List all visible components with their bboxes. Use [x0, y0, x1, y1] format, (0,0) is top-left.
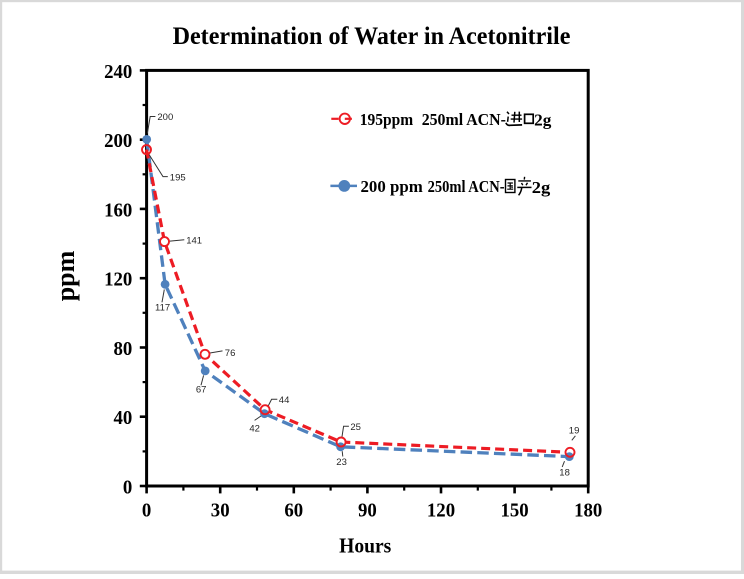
svg-text:2g: 2g: [534, 111, 552, 130]
svg-text:Hours: Hours: [339, 534, 391, 558]
svg-text:19: 19: [569, 426, 580, 437]
svg-text:117: 117: [155, 302, 170, 313]
svg-text:0: 0: [142, 500, 151, 522]
svg-text:25: 25: [350, 422, 361, 433]
svg-text:18: 18: [559, 467, 570, 478]
svg-text:240: 240: [104, 61, 132, 83]
svg-text:2g: 2g: [532, 178, 551, 197]
svg-text:250ml ACN-: 250ml ACN-: [428, 177, 505, 196]
svg-text:67: 67: [196, 385, 207, 396]
svg-text:200: 200: [104, 130, 132, 152]
svg-text:141: 141: [186, 235, 202, 246]
svg-text:30: 30: [211, 500, 230, 522]
svg-text:90: 90: [358, 500, 377, 522]
svg-text:76: 76: [225, 348, 236, 359]
svg-text:Determination of Water in Acet: Determination of Water in Acetonitrile: [173, 23, 571, 50]
svg-text:60: 60: [284, 500, 303, 522]
svg-text:80: 80: [114, 338, 133, 360]
svg-text:0: 0: [123, 477, 132, 499]
svg-text:195ppm: 195ppm: [360, 110, 414, 129]
svg-text:40: 40: [114, 407, 133, 429]
svg-text:250ml ACN-: 250ml ACN-: [422, 110, 506, 129]
svg-text:42: 42: [249, 424, 260, 435]
svg-text:180: 180: [574, 500, 602, 522]
svg-text:200 ppm: 200 ppm: [361, 177, 424, 196]
svg-text:195: 195: [170, 173, 186, 184]
svg-text:160: 160: [104, 199, 132, 221]
svg-text:120: 120: [104, 269, 132, 291]
svg-text:200: 200: [157, 112, 173, 123]
svg-text:150: 150: [501, 500, 529, 522]
svg-text:120: 120: [427, 500, 455, 522]
svg-text:44: 44: [279, 395, 290, 406]
svg-text:23: 23: [336, 457, 347, 468]
svg-text:ppm: ppm: [51, 250, 80, 301]
